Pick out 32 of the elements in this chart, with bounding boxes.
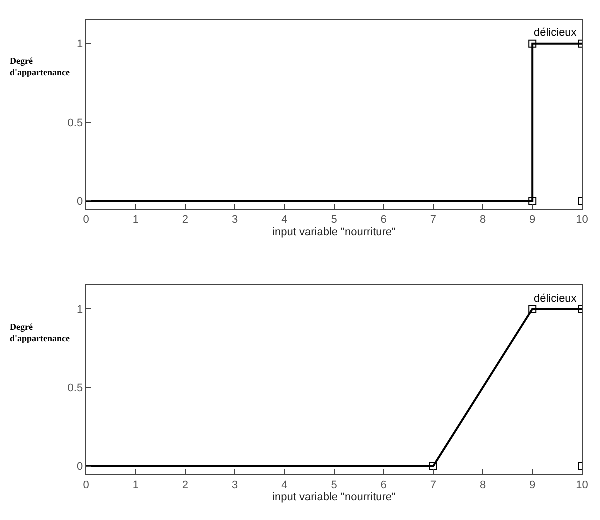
- y-tick-label: 0: [76, 461, 84, 474]
- x-tick-label: 4: [282, 214, 288, 226]
- y-tick-label: 0.5: [68, 117, 84, 130]
- y-axis-title: Degré d'appartenance: [10, 56, 70, 78]
- x-tick-label: 3: [232, 479, 238, 492]
- x-tick-label: 5: [331, 479, 338, 492]
- x-tick-label: 2: [182, 214, 189, 226]
- annotation: délicieux: [534, 293, 578, 305]
- x-tick-label: 7: [430, 214, 436, 226]
- x-tick-label: 5: [331, 214, 338, 226]
- annotation: délicieux: [534, 27, 578, 39]
- x-tick-label: 3: [232, 214, 238, 226]
- y-tick-label: 0: [76, 196, 84, 208]
- x-tick-label: 7: [430, 479, 436, 492]
- x-tick-label: 1: [132, 214, 139, 226]
- y-tick-label: 1: [76, 38, 84, 51]
- x-tick-label: 6: [380, 479, 387, 492]
- x-tick-label: 9: [530, 479, 536, 492]
- x-tick-label: 6: [380, 214, 387, 226]
- x-tick-label: 2: [182, 479, 189, 492]
- x-tick-label: 10: [576, 214, 588, 226]
- x-tick-label: 10: [576, 479, 588, 492]
- y-tick-label: 1: [76, 304, 84, 316]
- x-tick-label: 8: [480, 214, 486, 226]
- x-tick-label: 4: [282, 479, 288, 492]
- x-axis-title: input variable "nourriture": [272, 226, 396, 238]
- y-tick-label: 0.5: [68, 382, 84, 395]
- x-tick-label: 9: [530, 214, 536, 226]
- y-axis-title: Degré d'appartenance: [10, 322, 70, 344]
- x-tick-label: 1: [132, 479, 139, 492]
- x-tick-label: 8: [480, 479, 486, 492]
- x-axis-title: input variable "nourriture": [272, 492, 396, 504]
